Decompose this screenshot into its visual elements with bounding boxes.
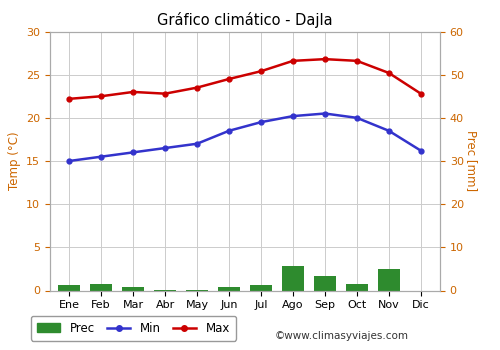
Y-axis label: Temp (°C): Temp (°C): [8, 132, 20, 190]
Bar: [250, 285, 272, 290]
Y-axis label: Prec [mm]: Prec [mm]: [464, 131, 477, 191]
Bar: [282, 266, 304, 290]
Title: Gráfico climático - Dajla: Gráfico climático - Dajla: [157, 12, 333, 28]
Text: ©www.climasyviajes.com: ©www.climasyviajes.com: [275, 331, 409, 341]
Bar: [122, 287, 144, 290]
Bar: [346, 284, 368, 290]
Legend: Prec, Min, Max: Prec, Min, Max: [31, 316, 236, 341]
Bar: [378, 269, 400, 290]
Bar: [314, 276, 336, 290]
Bar: [90, 284, 112, 290]
Bar: [218, 287, 240, 290]
Bar: [58, 285, 80, 290]
